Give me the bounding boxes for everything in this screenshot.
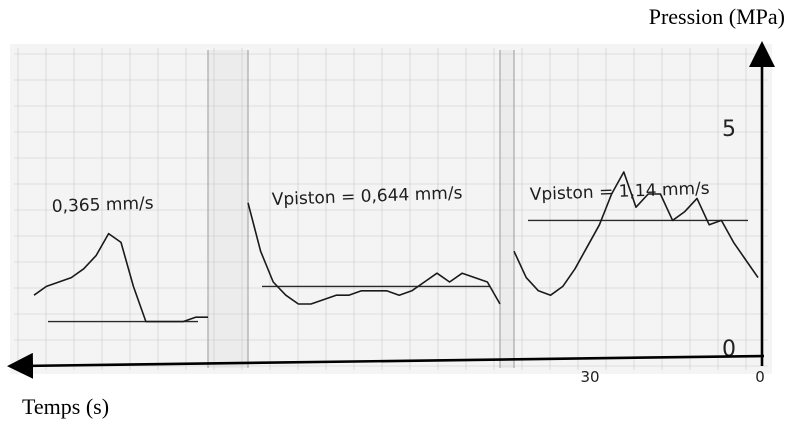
annotation-label: 0,365 mm/s <box>51 193 154 217</box>
series-line <box>33 232 208 323</box>
series-line <box>247 202 501 305</box>
y-tick-label: 0 <box>722 337 736 362</box>
graph-paper <box>10 44 772 374</box>
x-axis-line <box>7 352 765 379</box>
paper-gap <box>208 50 248 368</box>
x-tick-label: 30 <box>580 368 599 386</box>
y-axis-title: Pression (MPa) <box>648 4 785 29</box>
x-axis-title: Temps (s) <box>22 394 110 419</box>
y-tick-label: 5 <box>722 117 736 142</box>
series-line <box>513 171 759 297</box>
x-tick-label: 0 <box>755 368 765 386</box>
paper-gap <box>500 50 514 368</box>
